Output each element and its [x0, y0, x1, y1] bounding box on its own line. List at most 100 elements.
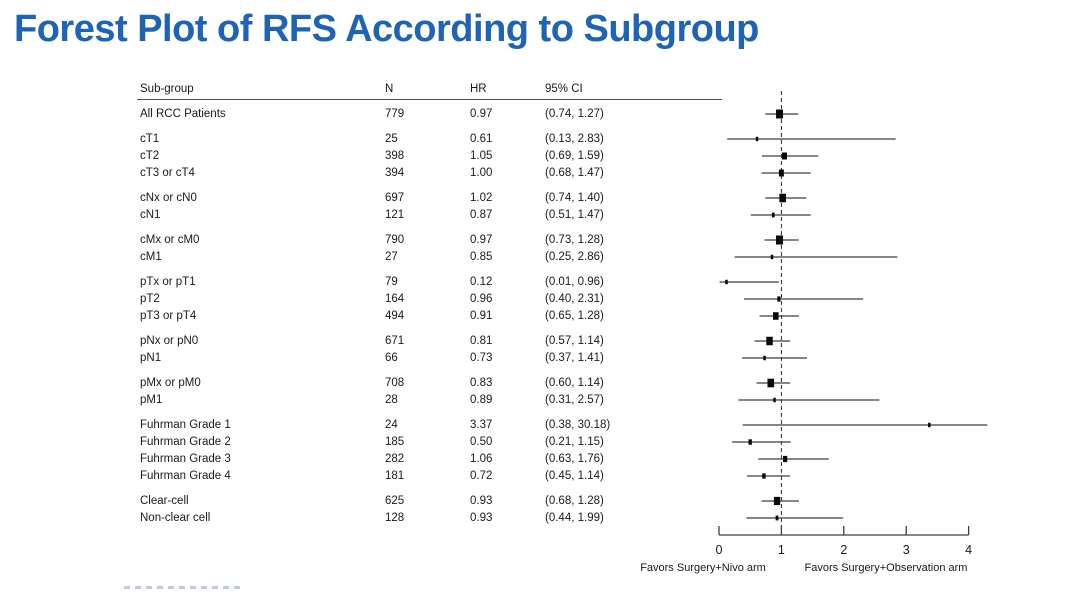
cell-subgroup: cMx or cM0	[140, 234, 200, 246]
cell-hr: 0.91	[470, 310, 493, 322]
hr-marker	[773, 496, 781, 506]
cell-n: 66	[385, 352, 398, 364]
cell-n: 185	[385, 436, 405, 448]
hr-marker	[773, 312, 779, 320]
cell-subgroup: Fuhrman Grade 1	[140, 419, 231, 431]
cell-subgroup: All RCC Patients	[140, 108, 226, 120]
cell-hr: 3.37	[470, 419, 493, 431]
cell-subgroup: pTx or pT1	[140, 276, 196, 288]
cell-hr: 1.00	[470, 167, 493, 179]
hr-marker	[776, 235, 784, 245]
table-header-rule	[137, 99, 722, 100]
cell-ci: (0.68, 1.47)	[545, 167, 604, 179]
hr-marker	[775, 515, 779, 521]
cell-subgroup: cM1	[140, 251, 162, 263]
cell-hr: 1.02	[470, 192, 493, 204]
cell-ci: (0.74, 1.27)	[545, 108, 604, 120]
hr-marker	[779, 193, 786, 203]
hr-marker	[777, 296, 781, 302]
cell-ci: (0.69, 1.59)	[545, 150, 604, 162]
cell-subgroup: Fuhrman Grade 3	[140, 453, 231, 465]
axis-tick-label: 1	[778, 543, 785, 557]
cell-hr: 0.83	[470, 377, 493, 389]
axis-tick-label: 0	[716, 543, 723, 557]
page-title: Forest Plot of RFS According to Subgroup	[14, 8, 759, 50]
cell-n: 79	[385, 276, 398, 288]
cell-ci: (0.13, 2.83)	[545, 133, 604, 145]
hr-marker	[771, 212, 775, 218]
cell-ci: (0.73, 1.28)	[545, 234, 604, 246]
cell-ci: (0.51, 1.47)	[545, 209, 604, 221]
cell-hr: 0.97	[470, 108, 493, 120]
cell-subgroup: Fuhrman Grade 4	[140, 470, 231, 482]
cell-n: 282	[385, 453, 405, 465]
cell-n: 625	[385, 495, 405, 507]
hr-marker	[782, 152, 788, 160]
cell-subgroup: cNx or cN0	[140, 192, 197, 204]
cell-hr: 0.50	[470, 436, 493, 448]
cell-n: 708	[385, 377, 405, 389]
col-header-hr: HR	[470, 83, 487, 95]
cell-n: 790	[385, 234, 405, 246]
cell-hr: 0.93	[470, 512, 493, 524]
axis-label-right: Favors Surgery+Observation arm	[805, 562, 968, 574]
hr-marker	[748, 439, 752, 445]
cell-n: 121	[385, 209, 405, 221]
cell-hr: 0.85	[470, 251, 493, 263]
hr-marker	[778, 169, 784, 177]
cell-subgroup: pT2	[140, 293, 160, 305]
cell-ci: (0.40, 2.31)	[545, 293, 604, 305]
hr-marker	[783, 455, 788, 463]
cell-ci: (0.60, 1.14)	[545, 377, 604, 389]
cell-ci: (0.38, 30.18)	[545, 419, 611, 431]
hr-marker	[928, 422, 931, 428]
cell-ci: (0.44, 1.99)	[545, 512, 604, 524]
axis-label-left: Favors Surgery+Nivo arm	[640, 562, 766, 574]
cell-subgroup: Fuhrman Grade 2	[140, 436, 231, 448]
cell-ci: (0.63, 1.76)	[545, 453, 604, 465]
cell-n: 779	[385, 108, 405, 120]
cell-ci: (0.21, 1.15)	[545, 436, 604, 448]
cell-hr: 0.89	[470, 394, 493, 406]
cell-subgroup: Clear-cell	[140, 495, 189, 507]
hr-marker	[763, 355, 766, 361]
cell-hr: 0.73	[470, 352, 493, 364]
cell-n: 164	[385, 293, 405, 305]
hr-marker	[776, 109, 784, 119]
cell-ci: (0.68, 1.28)	[545, 495, 604, 507]
cell-subgroup: pM1	[140, 394, 163, 406]
cell-hr: 0.12	[470, 276, 493, 288]
cell-n: 671	[385, 335, 405, 347]
cell-ci: (0.31, 2.57)	[545, 394, 604, 406]
hr-marker	[762, 473, 766, 479]
cell-subgroup: pT3 or pT4	[140, 310, 197, 322]
clipped-footer-text	[124, 586, 242, 589]
cell-hr: 0.87	[470, 209, 493, 221]
cell-n: 27	[385, 251, 398, 263]
cell-n: 494	[385, 310, 405, 322]
cell-ci: (0.01, 0.96)	[545, 276, 604, 288]
cell-subgroup: cT1	[140, 133, 160, 145]
cell-ci: (0.25, 2.86)	[545, 251, 604, 263]
cell-ci: (0.74, 1.40)	[545, 192, 604, 204]
cell-n: 394	[385, 167, 405, 179]
cell-hr: 1.05	[470, 150, 493, 162]
cell-n: 28	[385, 394, 398, 406]
cell-subgroup: pNx or pN0	[140, 335, 199, 347]
col-header-ci: 95% CI	[545, 83, 583, 95]
cell-subgroup: pMx or pM0	[140, 377, 201, 389]
cell-hr: 0.72	[470, 470, 493, 482]
cell-hr: 0.93	[470, 495, 493, 507]
cell-n: 697	[385, 192, 405, 204]
cell-hr: 1.06	[470, 453, 493, 465]
axis-tick-label: 3	[903, 543, 910, 557]
cell-hr: 0.97	[470, 234, 493, 246]
hr-marker	[725, 279, 728, 285]
cell-ci: (0.45, 1.14)	[545, 470, 604, 482]
cell-n: 24	[385, 419, 398, 431]
cell-subgroup: cT3 or cT4	[140, 167, 195, 179]
col-header-subgroup: Sub-group	[140, 83, 194, 95]
cell-hr: 0.96	[470, 293, 493, 305]
cell-ci: (0.57, 1.14)	[545, 335, 604, 347]
